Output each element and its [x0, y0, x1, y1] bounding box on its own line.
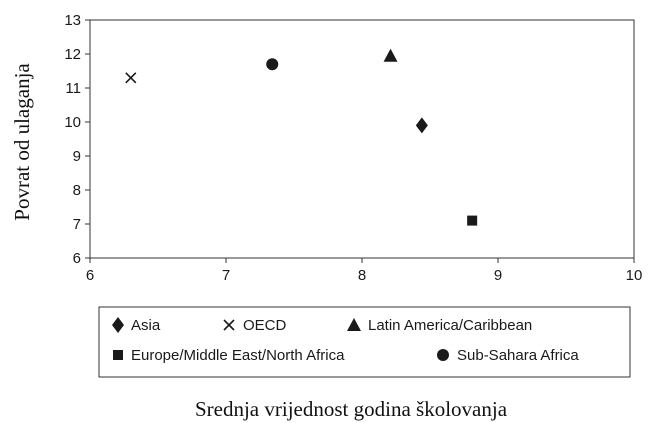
x-tick-label: 7	[222, 267, 230, 284]
x-axis-title: Srednja vrijednost godina školovanja	[195, 397, 508, 421]
data-point-triangle	[383, 48, 398, 62]
y-tick-label: 7	[73, 216, 81, 233]
data-point-circle	[266, 58, 279, 71]
legend-item: Sub-Sahara Africa	[437, 347, 579, 364]
legend-marker-diamond	[112, 317, 124, 333]
plot-frame	[89, 19, 635, 259]
y-tick-label: 13	[64, 12, 81, 29]
legend-item: OECD	[223, 317, 287, 334]
plot-area	[89, 19, 635, 259]
y-tick-label: 11	[65, 80, 81, 97]
x-tick-label: 9	[494, 267, 502, 284]
y-axis: 6 7 8 9 10 11 12 13	[64, 12, 90, 267]
legend-item: Asia	[112, 317, 161, 334]
legend-label: Asia	[131, 317, 161, 334]
legend: Asia OECD Latin America/Caribbean Europe/Mi…	[98, 306, 631, 378]
y-tick-label: 12	[64, 46, 81, 63]
y-tick-label: 10	[64, 114, 81, 131]
legend-marker-circle	[437, 349, 449, 361]
legend-marker-square	[113, 350, 123, 360]
data-point-x	[125, 72, 137, 84]
legend-item: Europe/Middle East/North Africa	[113, 347, 345, 364]
legend-marker-triangle	[347, 318, 361, 331]
y-tick-label: 9	[73, 148, 81, 165]
x-axis: 6 7 8 9 10	[86, 258, 643, 284]
legend-label: Latin America/Caribbean	[368, 317, 532, 334]
y-axis-title: Povrat od ulaganja	[10, 63, 34, 221]
data-points	[125, 48, 478, 226]
x-tick-label: 8	[358, 267, 366, 284]
legend-box	[98, 306, 631, 378]
x-tick-label: 10	[626, 267, 643, 284]
legend-marker-x	[223, 319, 235, 331]
legend-label: Europe/Middle East/North Africa	[131, 347, 345, 364]
legend-label: OECD	[243, 317, 287, 334]
data-point-diamond	[415, 117, 428, 134]
legend-item: Latin America/Caribbean	[347, 317, 532, 334]
y-tick-label: 6	[73, 250, 81, 267]
y-tick-label: 8	[73, 182, 81, 199]
data-point-square	[467, 215, 478, 226]
x-tick-label: 6	[86, 267, 94, 284]
legend-label: Sub-Sahara Africa	[457, 347, 579, 364]
